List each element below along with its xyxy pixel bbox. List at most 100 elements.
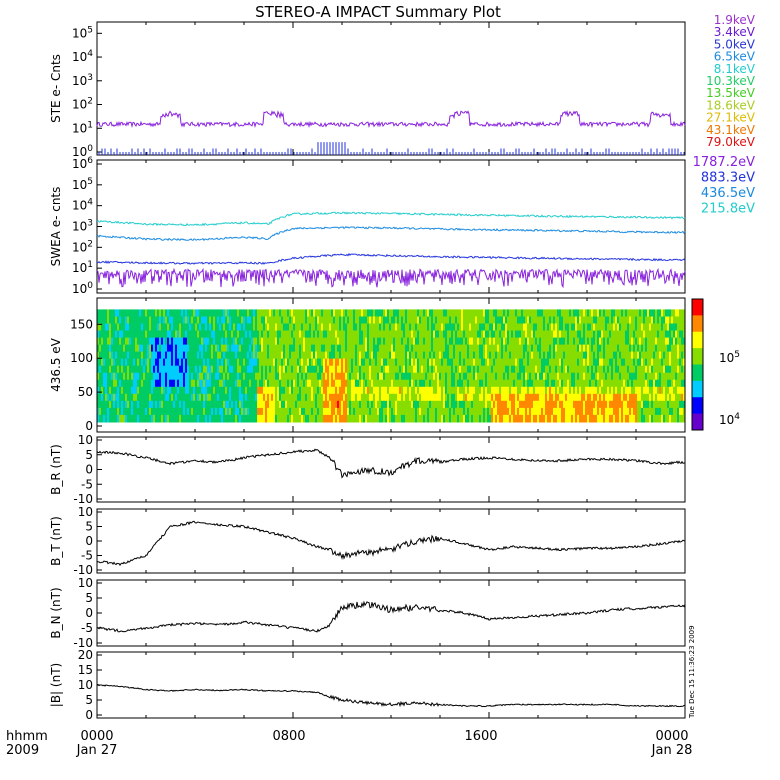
pad-cell <box>329 330 331 339</box>
pad-cell <box>505 407 507 416</box>
pad-cell <box>97 372 99 381</box>
pad-cell <box>537 365 539 374</box>
pad-cell <box>305 414 307 423</box>
pad-cell <box>523 400 525 409</box>
pad-cell <box>601 407 603 416</box>
pad-cell <box>351 330 353 339</box>
pad-cell <box>499 358 501 367</box>
pad-cell <box>207 323 209 332</box>
pad-cell <box>379 337 381 346</box>
pad-cell <box>465 337 467 346</box>
pad-cell <box>289 393 291 402</box>
pad-cell <box>213 358 215 367</box>
pad-cell <box>469 393 471 402</box>
pad-cell <box>293 379 295 388</box>
pad-cell <box>523 337 525 346</box>
pad-cell <box>405 372 407 381</box>
pad-cell <box>441 316 443 325</box>
pad-cell <box>445 316 447 325</box>
pad-cell <box>263 316 265 325</box>
pad-cell <box>319 351 321 360</box>
pad-cell <box>265 344 267 353</box>
pad-cell <box>255 393 257 402</box>
pad-cell <box>401 337 403 346</box>
pad-cell <box>521 379 523 388</box>
pad-cell <box>429 316 431 325</box>
pad-cell <box>113 358 115 367</box>
pad-cell <box>255 330 257 339</box>
pad-cell <box>159 393 161 402</box>
pad-cell <box>473 400 475 409</box>
pad-cell <box>317 393 319 402</box>
pad-cell <box>349 323 351 332</box>
pad-cell <box>101 351 103 360</box>
pad-cell <box>611 309 613 317</box>
pad-cell <box>141 407 143 416</box>
pad-cell <box>175 372 177 381</box>
pad-cell <box>473 316 475 325</box>
pad-cell <box>547 330 549 339</box>
pad-cell <box>649 365 651 374</box>
pad-cell <box>483 309 485 317</box>
pad-cell <box>261 351 263 360</box>
pad-cell <box>487 330 489 339</box>
pad-cell <box>427 365 429 374</box>
pad-cell <box>191 365 193 374</box>
pad-cell <box>123 309 125 317</box>
pad-cell <box>653 400 655 409</box>
pad-cell <box>643 414 645 423</box>
pad-cell <box>489 400 491 409</box>
pad-cell <box>573 323 575 332</box>
pad-cell <box>231 379 233 388</box>
pad-cell <box>269 344 271 353</box>
pad-cell <box>579 407 581 416</box>
pad-cell <box>311 414 313 423</box>
pad-cell <box>187 337 189 346</box>
pad-cell <box>561 323 563 332</box>
pad-cell <box>607 372 609 381</box>
pad-cell <box>315 407 317 416</box>
pad-cell <box>307 386 309 395</box>
pad-cell <box>633 316 635 325</box>
pad-cell <box>371 393 373 402</box>
pad-cell <box>281 323 283 332</box>
pad-cell <box>357 414 359 423</box>
pad-cell <box>111 400 113 409</box>
pad-cell <box>601 379 603 388</box>
pad-cell <box>413 400 415 409</box>
pad-cell <box>429 372 431 381</box>
pad-cell <box>533 330 535 339</box>
pad-cell <box>633 358 635 367</box>
pad-cell <box>681 414 683 423</box>
pad-cell <box>503 414 505 423</box>
pad-cell <box>581 407 583 416</box>
pad-cell <box>369 323 371 332</box>
pad-cell <box>245 379 247 388</box>
pad-cell <box>359 323 361 332</box>
pad-cell <box>623 407 625 416</box>
pad-cell <box>603 393 605 402</box>
pad-cell <box>439 316 441 325</box>
pad-cell <box>119 330 121 339</box>
pad-cell <box>625 393 627 402</box>
pad-cell <box>363 309 365 317</box>
pad-cell <box>301 372 303 381</box>
pad-cell <box>167 372 169 381</box>
pad-cell <box>611 407 613 416</box>
pad-cell <box>425 309 427 317</box>
pad-cell <box>243 323 245 332</box>
pad-cell <box>287 414 289 423</box>
pad-cell <box>527 309 529 317</box>
pad-cell <box>299 393 301 402</box>
pad-cell <box>489 337 491 346</box>
pad-cell <box>487 365 489 374</box>
pad-cell <box>187 309 189 317</box>
pad-cell <box>133 337 135 346</box>
pad-cell <box>665 316 667 325</box>
pad-cell <box>633 365 635 374</box>
pad-cell <box>421 330 423 339</box>
pad-cell <box>505 323 507 332</box>
pad-cell <box>223 316 225 325</box>
pad-cell <box>513 407 515 416</box>
pad-cell <box>223 330 225 339</box>
